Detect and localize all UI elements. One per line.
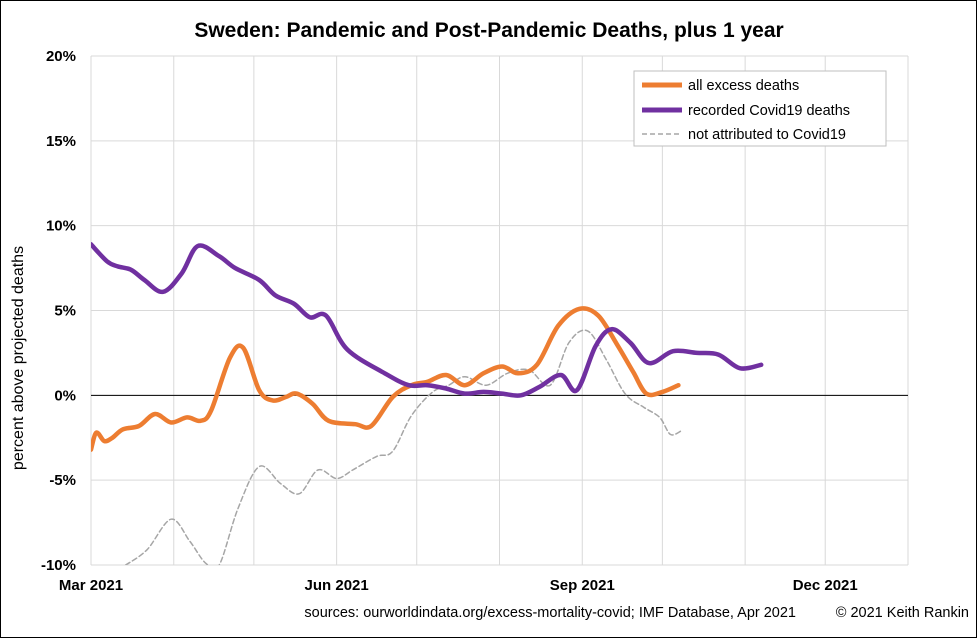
series-layer — [91, 242, 764, 565]
chart-title: Sweden: Pandemic and Post-Pandemic Death… — [194, 19, 783, 42]
series-line-excess-deaths — [91, 306, 681, 452]
series-line-non-covid — [124, 329, 682, 565]
tick-layer: 20% 15% 10% 5% 0% -5% -10% Mar 2021 Jun 2021 Sep … — [41, 48, 858, 594]
legend-label-covid: recorded Covid19 deaths — [688, 103, 850, 119]
y-tick-label: 15% — [46, 133, 76, 150]
legend-label-non-covid: not attributed to Covid19 — [688, 127, 846, 143]
footer-copyright: © 2021 Keith Rankin — [836, 605, 969, 621]
x-tick-label: Mar 2021 — [59, 577, 123, 594]
x-tick-label: Dec 2021 — [793, 577, 858, 594]
legend: all excess deaths recorded Covid19 death… — [633, 70, 887, 147]
x-tick-label: Jun 2021 — [305, 577, 369, 594]
y-tick-label: 20% — [46, 48, 76, 65]
chart-title-country: Sweden — [194, 19, 273, 42]
legend-label-excess: all excess deaths — [688, 78, 799, 94]
y-tick-label: -5% — [49, 472, 76, 489]
y-axis-title: percent above projected deaths — [10, 246, 27, 470]
y-tick-label: 0% — [54, 387, 76, 404]
y-tick-label: 10% — [46, 218, 76, 235]
footer-sources: sources: ourworldindata.org/excess-morta… — [304, 605, 796, 621]
series-line-covid-deaths — [91, 242, 764, 398]
y-tick-label: -10% — [41, 557, 76, 574]
x-tick-label: Sep 2021 — [550, 577, 615, 594]
chart-title-rest: : Pandemic and Post-Pandemic Deaths, plu… — [274, 19, 784, 42]
y-tick-label: 5% — [54, 303, 76, 320]
